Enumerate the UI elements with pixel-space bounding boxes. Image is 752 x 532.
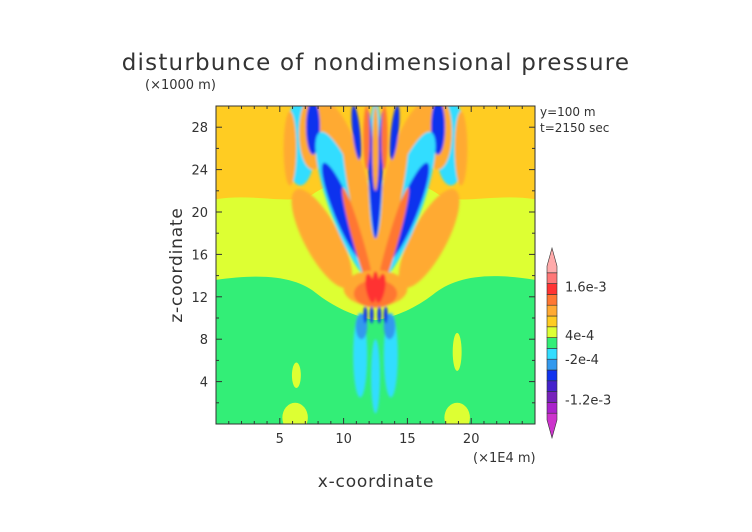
x-tick-label: 20	[463, 432, 480, 447]
colorbar-swatch	[546, 358, 558, 371]
colorbar: 1.6e-3 4e-4 -2e-4 -1.2e-3	[546, 246, 611, 440]
dot-1	[363, 306, 368, 324]
lobe-left-orange	[291, 189, 353, 288]
colorbar-swatch	[546, 326, 558, 338]
lobe-right-orange	[398, 189, 460, 288]
colorbar-swatch	[546, 391, 558, 403]
colorbar-swatch	[546, 272, 558, 284]
dot-4	[383, 306, 388, 324]
col-blue-r	[389, 106, 400, 160]
colorbar-label: 4e-4	[565, 329, 594, 344]
col-red-r	[381, 106, 388, 170]
dot-2	[369, 306, 374, 324]
y-tick-label: 12	[191, 291, 208, 306]
colorbar-swatch	[546, 294, 558, 306]
plot-area	[216, 106, 535, 424]
colorbar-swatch	[546, 315, 558, 328]
x-axis-ticks: 5 10 15 20	[228, 106, 523, 447]
y-axis-label: z-coordinate	[167, 207, 187, 322]
y-tick-label: 8	[200, 333, 208, 348]
annotation-y: y=100 m	[540, 105, 596, 119]
blob-0	[282, 402, 308, 424]
colorbar-label: -2e-4	[565, 353, 599, 368]
col-red-l	[363, 106, 370, 170]
chart-title: disturbunce of nondimensional pressure	[122, 50, 630, 76]
x-tick-label: 15	[399, 432, 416, 447]
core-red-c	[372, 271, 379, 293]
colorbar-label: 1.6e-3	[565, 280, 607, 295]
top-left-outer	[283, 111, 297, 186]
y-tick-label: 4	[200, 376, 208, 391]
x-unit-label: (×1E4 m)	[473, 451, 536, 466]
y-tick-label: 20	[191, 206, 208, 221]
center-orange	[372, 106, 379, 191]
plot-frame	[215, 105, 536, 425]
y-axis-ticks: 4 8 12 16 20 24 28	[191, 121, 535, 404]
colorbar-swatch	[546, 402, 558, 414]
col-blue-l	[351, 106, 362, 160]
blob-3	[452, 332, 462, 372]
colorbar-swatch	[546, 304, 558, 317]
colorbar-bottom-arrow	[546, 412, 558, 440]
y-unit-label: (×1000 m)	[145, 78, 216, 93]
plume-cyan-c	[371, 339, 380, 414]
colorbar-top-arrow	[546, 246, 558, 274]
core-redorange	[353, 279, 398, 308]
y-tick-label: 24	[191, 164, 208, 179]
y-tick-label: 28	[191, 121, 208, 136]
v-right-inner-orange	[367, 129, 409, 306]
top-right-outer	[454, 111, 468, 186]
colorbar-swatch	[546, 337, 558, 349]
blob-2	[291, 362, 301, 388]
x-axis-label: x-coordinate	[318, 472, 434, 492]
colorbar-label: -1.2e-3	[565, 394, 611, 409]
dot-3	[377, 306, 382, 324]
x-tick-label: 5	[276, 432, 284, 447]
colorbar-swatch	[546, 348, 558, 360]
annotation-t: t=2150 sec	[540, 121, 609, 135]
colorbar-swatch	[546, 380, 558, 392]
y-tick-label: 16	[191, 248, 208, 263]
colorbar-swatch	[546, 369, 558, 382]
blob-1	[444, 402, 470, 424]
x-tick-label: 10	[335, 432, 352, 447]
colorbar-swatch	[546, 283, 558, 295]
